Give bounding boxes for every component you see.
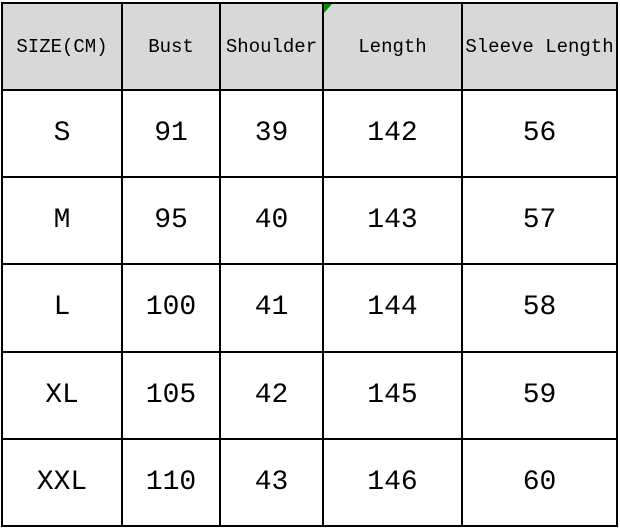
header-row: SIZE(CM) Bust Shoulder Length Sleeve Len… — [1, 2, 618, 91]
bust-cell: 110 — [121, 437, 221, 528]
bust-cell: 100 — [121, 263, 221, 353]
size-chart-header: SIZE(CM) Bust Shoulder Length Sleeve Len… — [1, 2, 618, 91]
green-corner-marker-icon — [325, 5, 332, 13]
size-cell: S — [1, 88, 123, 179]
size-chart-body: S 91 39 142 56 M 95 40 143 57 L 100 41 1… — [1, 88, 618, 528]
sleeve-length-cell: 59 — [461, 350, 618, 440]
column-header-length: Length — [322, 2, 463, 91]
table-row-m: M 95 40 143 57 — [1, 176, 618, 266]
table-row-s: S 91 39 142 56 — [1, 88, 618, 179]
sleeve-length-cell: 60 — [461, 437, 618, 528]
column-header-length-label: Length — [358, 35, 427, 58]
sleeve-length-cell: 58 — [461, 263, 618, 353]
column-header-size: SIZE(CM) — [1, 2, 123, 91]
length-cell: 146 — [322, 437, 463, 528]
size-cell: L — [1, 263, 123, 353]
column-header-bust: Bust — [121, 2, 221, 91]
shoulder-cell: 39 — [219, 88, 324, 179]
shoulder-cell: 42 — [219, 350, 324, 440]
shoulder-cell: 43 — [219, 437, 324, 528]
column-header-sleeve-length: Sleeve Length — [461, 2, 618, 91]
table-row-l: L 100 41 144 58 — [1, 263, 618, 353]
length-cell: 142 — [322, 88, 463, 179]
size-cell: M — [1, 176, 123, 266]
length-cell: 143 — [322, 176, 463, 266]
sleeve-length-cell: 56 — [461, 88, 618, 179]
bust-cell: 95 — [121, 176, 221, 266]
size-cell: XL — [1, 350, 123, 440]
length-cell: 144 — [322, 263, 463, 353]
shoulder-cell: 40 — [219, 176, 324, 266]
sleeve-length-cell: 57 — [461, 176, 618, 266]
size-cell: XXL — [1, 437, 123, 528]
table-row-xl: XL 105 42 145 59 — [1, 350, 618, 440]
length-cell: 145 — [322, 350, 463, 440]
table-row-xxl: XXL 110 43 146 60 — [1, 437, 618, 528]
shoulder-cell: 41 — [219, 263, 324, 353]
bust-cell: 91 — [121, 88, 221, 179]
column-header-shoulder: Shoulder — [219, 2, 324, 91]
bust-cell: 105 — [121, 350, 221, 440]
